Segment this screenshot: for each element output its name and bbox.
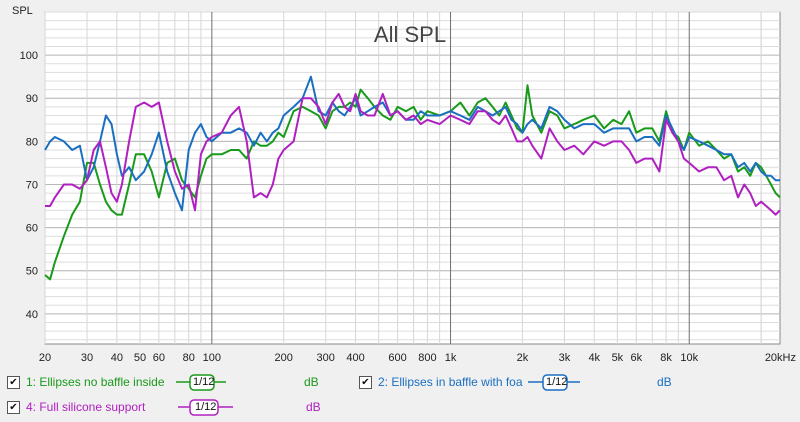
x-tick-label: 5k [612, 352, 624, 364]
legend-label-2: 2: Ellipses in baffle with foa [378, 375, 523, 389]
checkbox-1[interactable]: ✔ [7, 375, 20, 389]
y-tick-label: 50 [26, 266, 38, 278]
x-tick-label: 6k [630, 352, 642, 364]
legend-item-2[interactable]: ✔ 2: Ellipses in baffle with foa [359, 372, 523, 392]
x-tick-label: 40 [111, 352, 123, 364]
series-layer [44, 75, 781, 281]
legend-item-1[interactable]: ✔ 1: Ellipses no baffle inside [7, 372, 165, 392]
legend-row-1: ✔ 1: Ellipses no baffle inside 1/12 dB ✔… [0, 372, 800, 392]
smoothing-control-3[interactable]: 1/12 [178, 398, 233, 416]
unit-2: dB [657, 375, 672, 389]
axis-labels: 40 50 60 70 80 90 100 20 30 40 50 60 80 100 200 300 400 6… [20, 50, 796, 364]
x-tick-label: 600 [388, 352, 406, 364]
smoothing-control-1[interactable]: 1/12 [176, 373, 226, 391]
x-tick-label: 10k [680, 352, 698, 364]
grid [44, 11, 780, 344]
y-tick-label: 40 [26, 309, 38, 321]
smoothing-value-3: 1/12 [195, 401, 217, 413]
x-tick-label: 4k [588, 352, 600, 364]
x-tick-label: 3k [559, 352, 571, 364]
smoothing-line-3 [178, 399, 233, 416]
spl-chart: 40 50 60 70 80 90 100 20 30 40 50 60 80 100 200 300 400 6… [12, 5, 796, 364]
smoothing-value-2: 1/12 [546, 376, 568, 388]
checkbox-3[interactable]: ✔ [7, 400, 20, 414]
x-tick-label: 80 [183, 352, 195, 364]
plot-area [44, 11, 781, 345]
checkbox-2[interactable]: ✔ [359, 375, 372, 389]
y-tick-label: 90 [26, 93, 38, 105]
x-tick-label: 50 [134, 352, 146, 364]
unit-1: dB [304, 375, 319, 389]
x-tick-label: 20kHz [765, 352, 796, 364]
y-tick-label: 60 [26, 223, 38, 235]
x-tick-label: 8k [660, 352, 672, 364]
x-tick-label: 800 [418, 352, 436, 364]
x-tick-label: 30 [81, 352, 93, 364]
chart-title: All SPL [374, 22, 446, 47]
x-tick-label: 20 [39, 352, 51, 364]
legend-label-3: 4: Full silicone support [26, 400, 146, 414]
x-tick-label: 100 [203, 352, 221, 364]
series-line-3 [45, 92, 781, 216]
x-tick-label: 2k [517, 352, 529, 364]
y-tick-label: 70 [26, 179, 38, 191]
x-tick-label: 200 [275, 352, 293, 364]
y-tick-label: 80 [26, 136, 38, 148]
x-tick-label: 60 [153, 352, 165, 364]
y-axis-label: SPL [12, 5, 33, 17]
x-tick-label: 1k [445, 352, 457, 364]
x-tick-label: 300 [317, 352, 335, 364]
smoothing-control-2[interactable]: 1/12 [528, 373, 580, 391]
legend-item-3[interactable]: ✔ 4: Full silicone support [7, 397, 145, 417]
legend-label-1: 1: Ellipses no baffle inside [26, 375, 165, 389]
x-tick-label: 400 [346, 352, 364, 364]
legend-row-2: ✔ 4: Full silicone support 1/12 dB [0, 397, 800, 417]
smoothing-line-1 [176, 374, 226, 391]
smoothing-value-1: 1/12 [193, 376, 215, 388]
unit-3: dB [306, 400, 321, 414]
smoothing-line-2 [528, 374, 580, 391]
y-tick-label: 100 [20, 50, 38, 62]
